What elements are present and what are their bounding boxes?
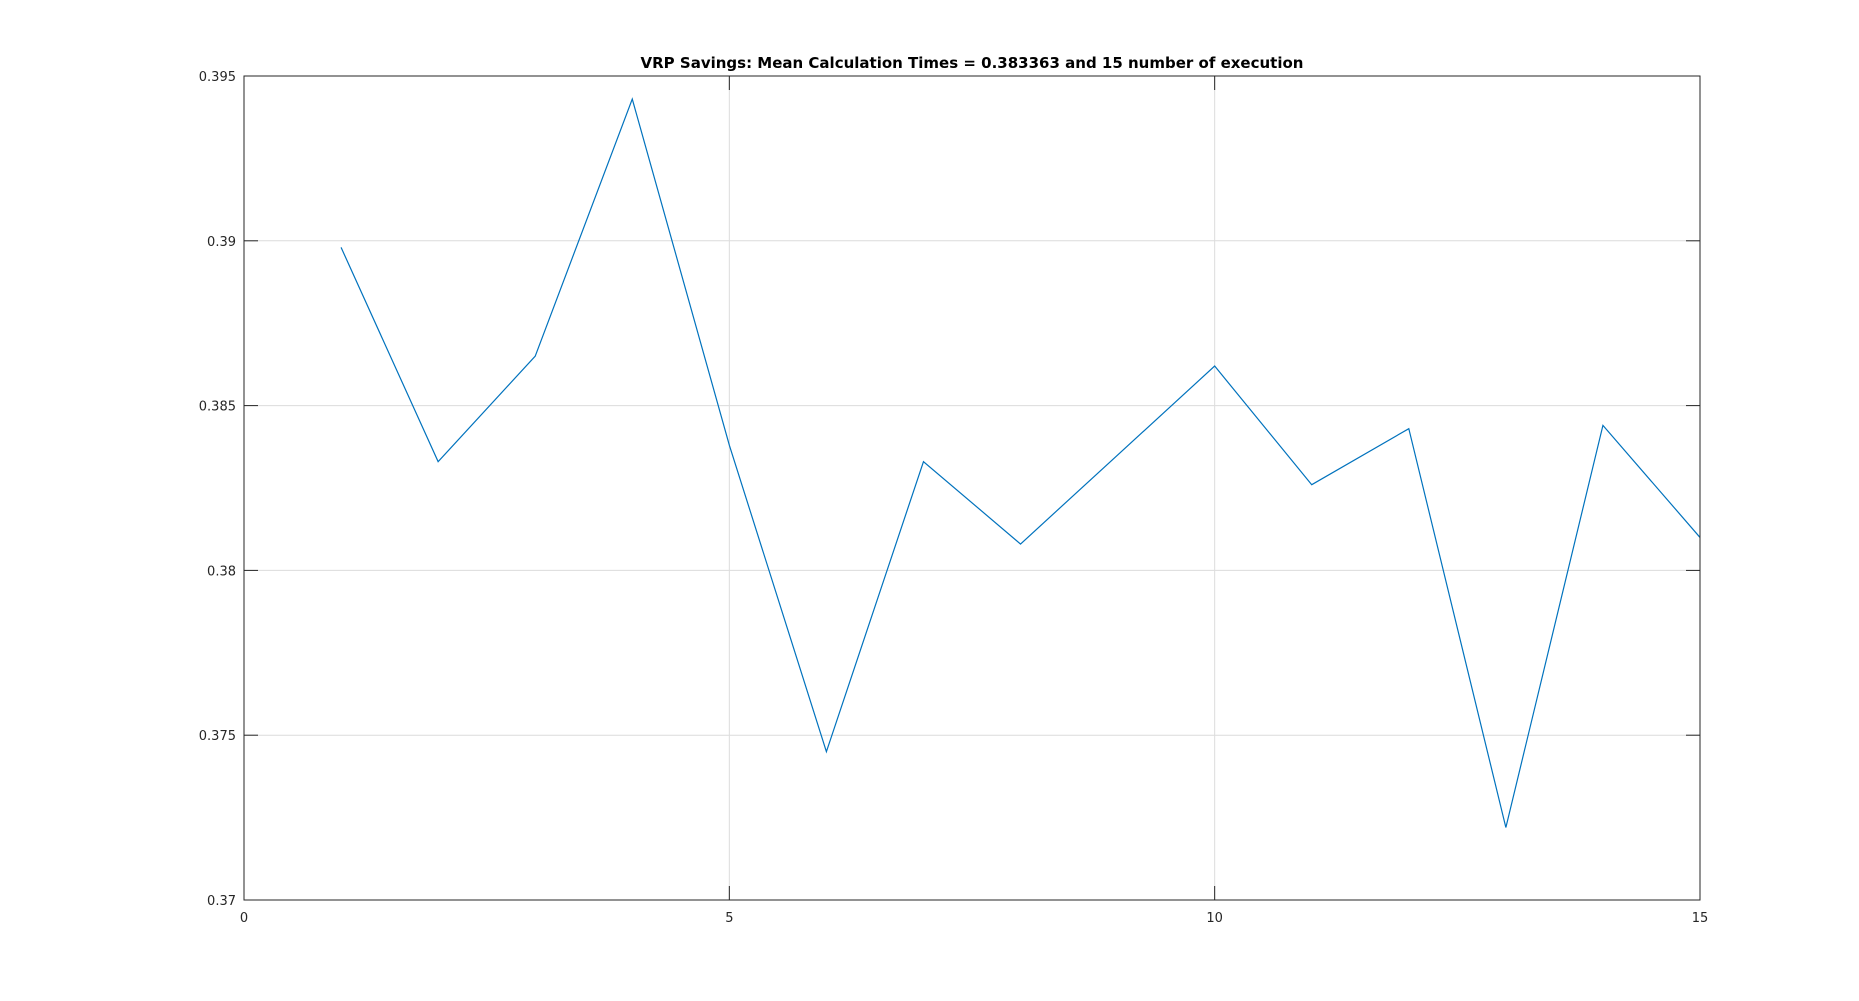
y-tick-label: 0.39 [207,235,236,250]
y-tick-label: 0.38 [207,564,236,579]
y-tick-label: 0.37 [207,894,236,909]
x-tick-label: 5 [725,911,733,926]
series-layer [340,97,1701,828]
tick-marks [243,75,1701,901]
series-line [340,97,1701,828]
plot-area [244,76,1700,900]
y-tick-labels: 0.37 0.375 0.38 0.385 0.39 0.395 [199,70,236,909]
axes-box [243,75,1701,901]
x-tick-label: 15 [1692,911,1709,926]
chart-title: VRP Savings: Mean Calculation Times = 0.… [641,54,1304,72]
grid-lines [244,76,1700,900]
y-tick-label: 0.385 [199,400,236,415]
y-tick-label: 0.375 [199,729,236,744]
x-tick-label: 0 [240,911,248,926]
y-tick-label: 0.395 [199,70,236,85]
x-tick-label: 10 [1206,911,1223,926]
x-tick-labels: 0 5 10 15 [240,911,1708,926]
